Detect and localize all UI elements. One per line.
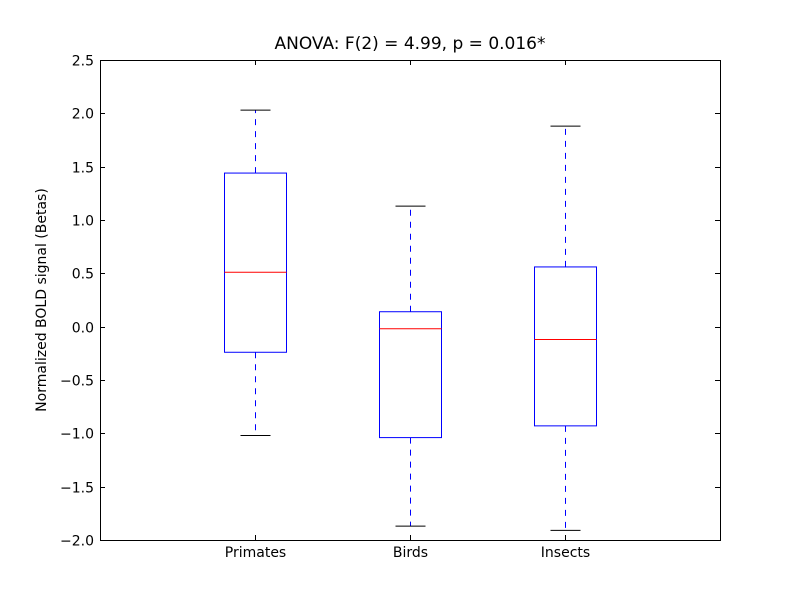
y-tick-label: 2.5 bbox=[72, 54, 94, 70]
y-tick-label: 2.0 bbox=[72, 107, 94, 123]
plot-area-frame bbox=[100, 60, 721, 541]
y-axis-label: Normalized BOLD signal (Betas) bbox=[34, 188, 50, 412]
x-tick-label: Insects bbox=[541, 545, 590, 561]
box bbox=[224, 172, 287, 353]
chart-title: ANOVA: F(2) = 4.99, p = 0.016* bbox=[274, 34, 545, 54]
y-tick-label: −0.5 bbox=[60, 374, 94, 390]
y-tick-label: −2.0 bbox=[60, 534, 94, 550]
x-tick-label: Birds bbox=[393, 545, 428, 561]
y-tick-label: −1.0 bbox=[60, 427, 94, 443]
y-tick-label: 1.5 bbox=[72, 161, 94, 177]
box bbox=[534, 266, 597, 427]
y-tick-label: 0.0 bbox=[72, 321, 94, 337]
y-tick-label: −1.5 bbox=[60, 481, 94, 497]
box bbox=[379, 311, 442, 439]
y-tick-label: 0.5 bbox=[72, 267, 94, 283]
x-tick-label: Primates bbox=[225, 545, 286, 561]
y-tick-label: 1.0 bbox=[72, 214, 94, 230]
